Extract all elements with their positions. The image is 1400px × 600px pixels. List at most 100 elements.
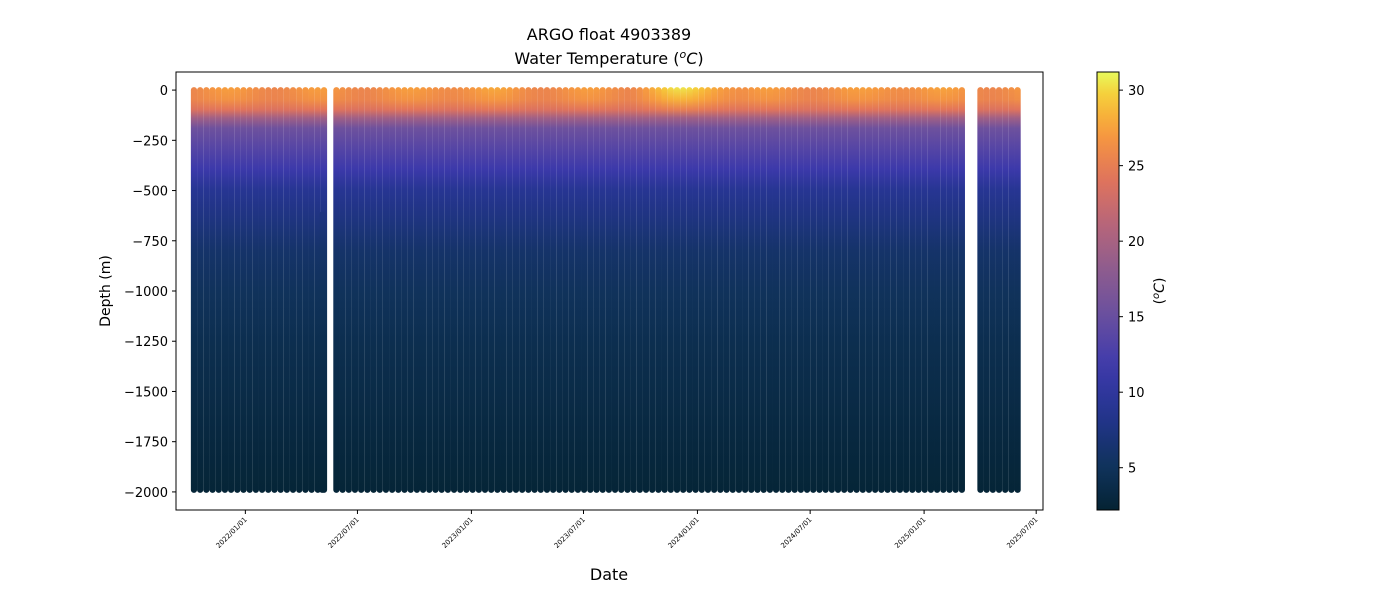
profile-column <box>252 87 259 493</box>
colorbar <box>1096 71 1120 511</box>
profile-column <box>562 87 569 493</box>
profile-column <box>853 87 860 493</box>
colorbar-tick-label: 20 <box>1128 235 1145 250</box>
profile-column <box>457 87 464 493</box>
profile-column <box>624 87 631 493</box>
profile-column <box>828 87 835 493</box>
chart-title-line2: Water Temperature (oC) <box>514 48 703 69</box>
profile-column <box>401 87 408 493</box>
x-tick-label: 2023/07/01 <box>553 516 587 550</box>
profile-column <box>283 87 290 493</box>
profile-column-short <box>319 211 326 493</box>
profile-column <box>240 87 247 493</box>
profile-column <box>958 87 965 493</box>
profile-column <box>934 87 941 493</box>
profile-column <box>909 87 916 493</box>
x-tick-label: 2022/07/01 <box>327 516 361 550</box>
x-tick-label: 2024/07/01 <box>779 516 813 550</box>
y-axis-label: Depth (m) <box>98 255 114 327</box>
profile-column <box>940 87 947 493</box>
profile-column <box>537 87 544 493</box>
profile-column <box>438 87 445 493</box>
y-tick-label: 0 <box>160 84 168 99</box>
profile-column <box>475 87 482 493</box>
profile-column <box>748 87 755 493</box>
profile-column <box>834 87 842 493</box>
profile-column <box>407 87 414 493</box>
profile-column <box>983 87 990 493</box>
profile-column <box>729 87 736 493</box>
profile-column <box>265 87 272 493</box>
y-axis: 0 −250 −500 −750 −1000 −1250 −1500 −1750 −2000 <box>124 84 176 501</box>
profile-column <box>494 87 501 493</box>
profile-column <box>655 87 662 493</box>
profile-column <box>865 87 873 493</box>
profile-column <box>419 87 427 493</box>
y-tick-label: −1750 <box>124 436 168 451</box>
profile-column <box>246 87 253 493</box>
profile-column <box>636 87 643 493</box>
profile-column <box>803 87 811 493</box>
profile-column <box>785 87 792 493</box>
profile-column <box>450 87 458 493</box>
profile-column <box>345 87 352 493</box>
profile-column <box>797 87 804 493</box>
chart-title-line1: ARGO float 4903389 <box>527 25 691 44</box>
profile-column <box>903 87 910 493</box>
colorbar-label-unit: C <box>1152 283 1168 293</box>
profile-column <box>531 87 538 493</box>
profile-column <box>630 87 637 493</box>
profile-column <box>896 87 904 493</box>
profile-column <box>847 87 854 493</box>
profile-column <box>915 87 922 493</box>
profile-column <box>444 87 451 493</box>
profile-column <box>772 87 780 493</box>
profile-column <box>611 87 619 493</box>
profile-column <box>995 87 1003 493</box>
profile-column <box>698 87 705 493</box>
profile-column <box>481 87 489 493</box>
profile-column <box>921 87 928 493</box>
profile-column <box>593 87 600 493</box>
profile-column <box>376 87 383 493</box>
profile-column <box>525 87 532 493</box>
profile-column <box>587 87 594 493</box>
profile-column <box>791 87 798 493</box>
profile-column <box>723 87 730 493</box>
profile-column <box>618 87 625 493</box>
y-tick-label: −1250 <box>124 335 168 350</box>
profile-column <box>432 87 439 493</box>
profile-column <box>426 87 433 493</box>
colorbar-label: (oC) <box>1151 278 1169 305</box>
profile-column <box>500 87 507 493</box>
profile-column <box>704 87 712 493</box>
profile-column <box>568 87 575 493</box>
profile-column <box>1008 87 1015 493</box>
profile-column <box>488 87 495 493</box>
profile-column <box>859 87 866 493</box>
x-tick-label: 2025/07/01 <box>1005 516 1039 550</box>
profile-column <box>667 87 674 493</box>
profile-column <box>221 87 229 493</box>
profile-column <box>649 87 656 493</box>
profile-column <box>711 87 718 493</box>
profile-column <box>890 87 897 493</box>
profile-column <box>228 87 235 493</box>
profile-column <box>234 87 241 493</box>
profile-column <box>822 87 829 493</box>
profile-column <box>370 87 377 493</box>
profile-column <box>810 87 817 493</box>
profile-column <box>766 87 773 493</box>
profile-column <box>389 87 396 493</box>
profile-column <box>190 87 198 493</box>
profile-column <box>277 87 284 493</box>
profile-column <box>543 87 551 493</box>
profile-column <box>358 87 365 493</box>
profile-column <box>989 87 996 493</box>
x-axis: 2022/01/01 2022/07/01 2023/01/01 2023/07/01… <box>215 510 1040 550</box>
y-tick-label: −250 <box>132 134 168 149</box>
profile-column <box>742 87 749 493</box>
y-tick-label: −500 <box>132 185 168 200</box>
profile-column <box>215 87 222 493</box>
profile-column <box>735 87 743 493</box>
